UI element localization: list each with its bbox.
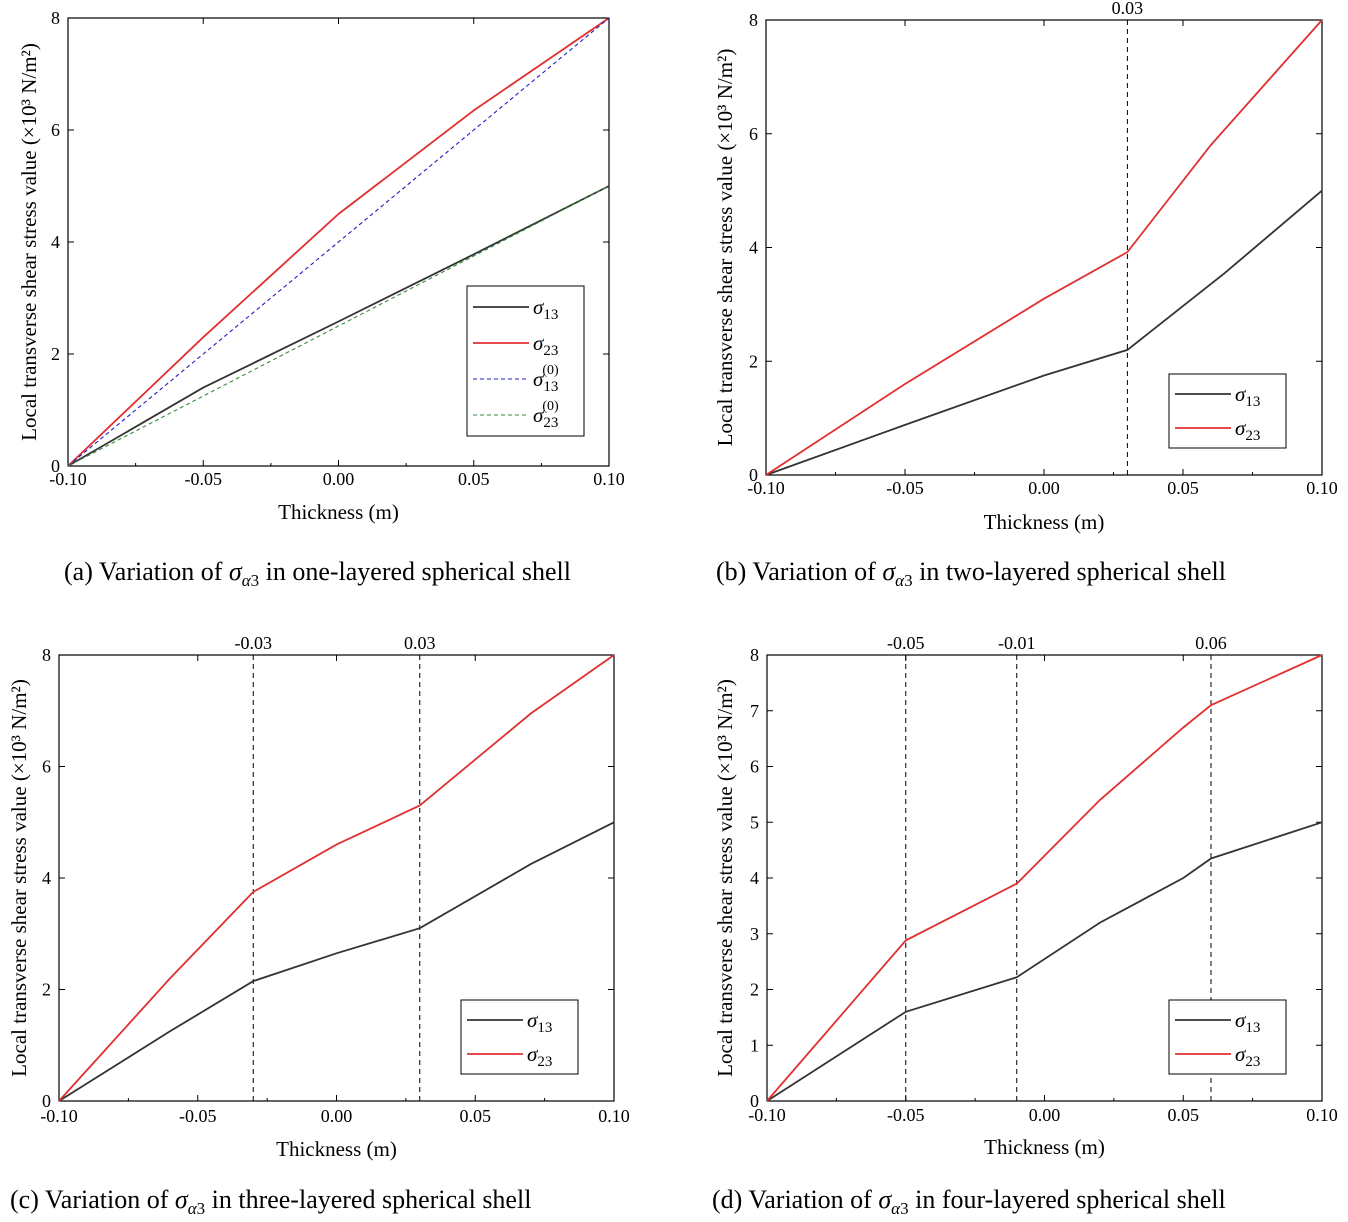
y-tick-label: 4 (749, 238, 758, 258)
x-tick-label: 0.05 (458, 469, 490, 489)
y-tick-label: 6 (750, 757, 759, 777)
y-tick-label: 0 (749, 465, 758, 485)
y-tick-label: 4 (750, 868, 759, 888)
series-line-0 (58, 821, 615, 1102)
series-line-1 (765, 19, 1323, 476)
chart-d: -0.10 -0.05 0.00 0.05 0.10 0 1 2 3 4 5 6 7 8 Thickness… (713, 633, 1338, 1159)
chart-panel-b: -0.10 -0.05 0.00 0.05 0.10 0 2 4 6 8 Thickness (m)… (674, 0, 1348, 611)
chart-panel-a: -0.10 -0.05 0.00 0.05 0.10 0 2 4 6 8 Thickness (m)… (0, 0, 674, 611)
y-tick-label: 8 (750, 645, 759, 665)
x-tick-label: -0.05 (179, 1106, 217, 1126)
y-tick-label: 6 (51, 120, 60, 140)
series-line-0 (766, 821, 1323, 1102)
y-tick-label: 0 (750, 1091, 759, 1111)
chart-panel-c: -0.10 -0.05 0.00 0.05 0.10 0 2 4 6 8 Thickness (m)… (0, 611, 674, 1222)
caption-d: (d) Variation of σα3 in four-layered sph… (712, 1185, 1226, 1219)
y-tick-label: 8 (42, 645, 51, 665)
series-line-3 (67, 185, 610, 467)
x-axis-label: Thickness (m) (278, 500, 399, 524)
caption-a: (a) Variation of σα3 in one-layered sphe… (64, 557, 571, 591)
x-tick-label: 0.10 (598, 1106, 630, 1126)
chart-panel-d: -0.10 -0.05 0.00 0.05 0.10 0 1 2 3 4 5 6 7 8 Thickness… (674, 611, 1348, 1222)
x-tick-label: 0.05 (1168, 1105, 1200, 1125)
series-line-1 (766, 654, 1323, 1102)
y-tick-label: 6 (749, 124, 758, 144)
series-line-1 (67, 17, 610, 467)
caption-c: (c) Variation of σα3 in three-layered sp… (10, 1185, 532, 1219)
legend-label: σ13(0) (533, 363, 559, 395)
legend-label: σ13 (527, 1008, 552, 1036)
legend-box (460, 999, 579, 1075)
y-tick-label: 5 (750, 812, 759, 832)
y-tick-label: 1 (750, 1035, 759, 1055)
x-tick-label: -0.05 (887, 1105, 925, 1125)
x-tick-label: -0.05 (185, 469, 223, 489)
series-line-0 (765, 189, 1323, 476)
x-tick-label: -0.10 (747, 478, 785, 498)
y-axis-label: Local transverse shear stress value (×10… (17, 43, 41, 441)
x-tick-label: -0.10 (748, 1105, 786, 1125)
x-tick-label: 0.00 (1028, 478, 1060, 498)
interface-label: 0.03 (1112, 0, 1144, 18)
x-tick-label: 0.00 (323, 469, 355, 489)
x-tick-label: -0.10 (49, 469, 87, 489)
y-axis-label: Local transverse shear stress value (×10… (7, 679, 31, 1077)
y-tick-label: 0 (42, 1091, 51, 1111)
legend-label: σ13 (1235, 382, 1260, 410)
y-tick-label: 4 (51, 232, 60, 252)
caption-b: (b) Variation of σα3 in two-layered sphe… (716, 557, 1226, 591)
interface-label: -0.05 (887, 633, 925, 653)
legend-label: σ23 (533, 331, 558, 359)
y-tick-label: 7 (750, 701, 759, 721)
x-tick-label: 0.10 (1306, 1105, 1338, 1125)
y-tick-label: 6 (42, 757, 51, 777)
legend-box (1168, 999, 1287, 1075)
x-tick-label: 0.10 (1306, 478, 1338, 498)
y-axis-label: Local transverse shear stress value (×10… (713, 49, 737, 447)
y-axis-label: Local transverse shear stress value (×10… (713, 679, 737, 1077)
x-tick-label: 0.00 (321, 1106, 353, 1126)
legend-box (466, 285, 585, 437)
interface-label: 0.06 (1195, 633, 1227, 653)
y-tick-label: 8 (51, 8, 60, 28)
chart-a: -0.10 -0.05 0.00 0.05 0.10 0 2 4 6 8 Thickness (m)… (17, 8, 625, 524)
legend-label: σ23(0) (533, 399, 559, 431)
legend-label: σ13 (1235, 1008, 1260, 1036)
chart-c: -0.10 -0.05 0.00 0.05 0.10 0 2 4 6 8 Thickness (m)… (7, 633, 630, 1161)
y-tick-label: 3 (750, 924, 759, 944)
y-tick-label: 2 (51, 344, 60, 364)
interface-label: -0.01 (998, 633, 1036, 653)
y-tick-label: 2 (749, 351, 758, 371)
legend-label: σ23 (1235, 416, 1260, 444)
series-line-2 (67, 17, 610, 467)
legend-label: σ23 (1235, 1042, 1260, 1070)
x-tick-label: 0.05 (1167, 478, 1199, 498)
y-tick-label: 2 (42, 980, 51, 1000)
interface-label: 0.03 (404, 633, 436, 653)
chart-b: -0.10 -0.05 0.00 0.05 0.10 0 2 4 6 8 Thickness (m)… (713, 0, 1338, 534)
x-tick-label: 0.00 (1029, 1105, 1061, 1125)
y-tick-label: 2 (750, 980, 759, 1000)
y-tick-label: 4 (42, 868, 51, 888)
x-axis-label: Thickness (m) (984, 510, 1105, 534)
series-line-1 (58, 654, 615, 1102)
legend-label: σ23 (527, 1042, 552, 1070)
x-axis-label: Thickness (m) (984, 1135, 1105, 1159)
y-tick-label: 0 (51, 456, 60, 476)
x-tick-label: 0.10 (593, 469, 625, 489)
x-tick-label: -0.10 (40, 1106, 78, 1126)
legend-label: σ13 (533, 295, 558, 323)
series-line-0 (67, 185, 610, 467)
interface-label: -0.03 (235, 633, 273, 653)
x-tick-label: 0.05 (460, 1106, 492, 1126)
x-tick-label: -0.05 (886, 478, 924, 498)
y-tick-label: 8 (749, 10, 758, 30)
legend-box (1168, 373, 1287, 449)
x-axis-label: Thickness (m) (276, 1137, 397, 1161)
